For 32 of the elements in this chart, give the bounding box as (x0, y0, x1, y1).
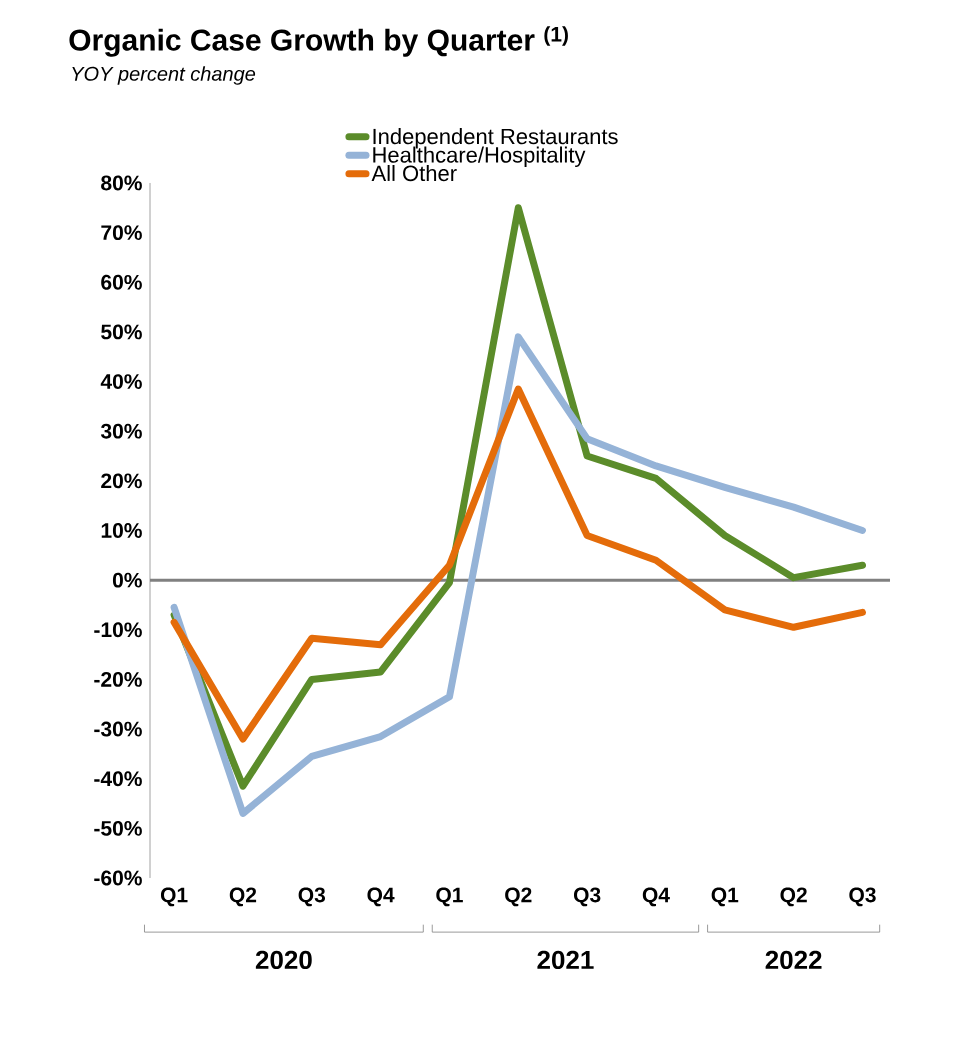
y-tick-label: 40% (100, 374, 142, 389)
x-tick-label: Q2 (229, 887, 257, 907)
x-tick-label: Q1 (436, 887, 463, 907)
x-tick-label: Q2 (505, 887, 532, 907)
y-tick-label: -60% (94, 870, 142, 886)
x-tick-label: Q3 (298, 887, 326, 907)
text: 2020 (255, 950, 312, 970)
y-tick-label: 70% (101, 225, 142, 241)
x-tick-label: Q3 (573, 887, 601, 907)
x-tick-label: Q3 (849, 887, 876, 907)
y-tick-label: 0% (112, 572, 142, 588)
y-tick-label: 20% (101, 473, 142, 489)
y-tick-label: 30% (100, 423, 142, 439)
x-tick-label: Q4 (367, 887, 395, 907)
chart-subtitle: YOY percent change (72, 66, 256, 85)
y-tick-label: -30% (94, 721, 142, 737)
y-tick-label: 60% (101, 274, 142, 290)
text: 2022 (765, 950, 822, 970)
y-tick-label: -50% (94, 820, 142, 836)
y-tick-label: -10% (94, 622, 142, 638)
text: 2021 (537, 950, 594, 970)
y-tick-label: 80% (101, 175, 142, 191)
legend-label: All Other (371, 164, 457, 182)
chart-title: Organic Case Growth by Quarter $^{(1)}$ (69, 26, 568, 57)
x-tick-label: Q4 (642, 887, 670, 907)
x-tick-label: Q2 (780, 887, 807, 907)
x-tick-label: Q1 (711, 887, 739, 907)
y-tick-label: -40% (94, 771, 142, 787)
y-tick-label: -20% (94, 671, 142, 687)
y-tick-label: 10% (101, 523, 142, 538)
y-tick-label: 50% (101, 324, 142, 340)
x-tick-label: Q1 (160, 887, 188, 907)
